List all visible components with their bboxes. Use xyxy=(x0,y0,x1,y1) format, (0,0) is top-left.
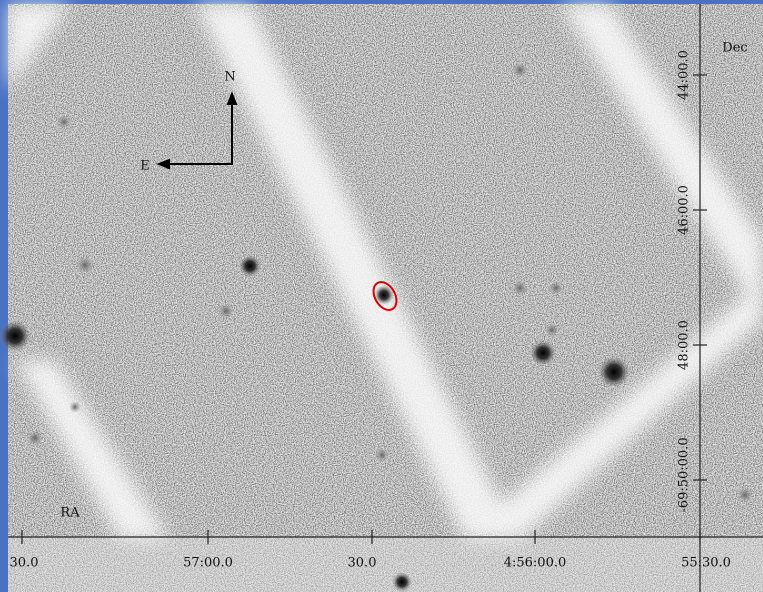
east-label: E xyxy=(140,159,150,174)
ra-tick-label: 57:00.0 xyxy=(183,556,233,571)
dec-tick-label: 46:00.0 xyxy=(677,185,692,235)
image-area xyxy=(0,4,763,592)
ra-tick-label: 4:56:00.0 xyxy=(504,556,567,571)
page: N E Dec RA 44:00.0 46:00.0 48:00.0 -69:5… xyxy=(0,0,763,592)
ra-tick-label: 55:30.0 xyxy=(681,556,731,571)
dec-label: Dec xyxy=(722,41,747,56)
ra-tick-label: 30.0 xyxy=(10,556,39,571)
sky-image: N E Dec RA 44:00.0 46:00.0 48:00.0 -69:5… xyxy=(0,0,763,592)
dec-tick-label: 44:00.0 xyxy=(677,50,692,100)
north-label: N xyxy=(224,70,235,85)
dec-tick-label: -69:50:00.0 xyxy=(677,437,692,512)
ra-tick-label: 30.0 xyxy=(348,556,377,571)
dec-tick-label: 48:00.0 xyxy=(677,320,692,370)
ra-label: RA xyxy=(60,506,80,521)
